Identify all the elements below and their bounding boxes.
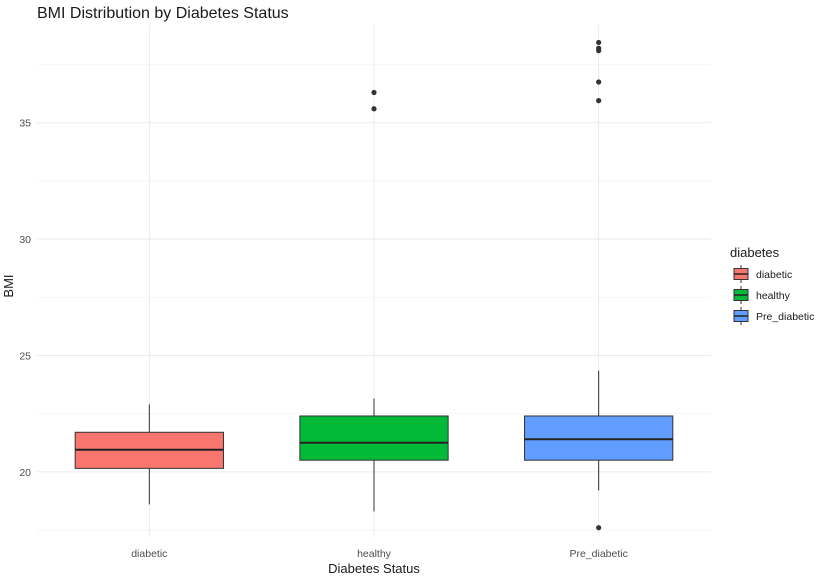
outlier-point [596, 79, 602, 85]
outlier-point [596, 525, 602, 531]
legend-label: Pre_diabetic [756, 311, 814, 323]
legend-label: healthy [756, 290, 791, 302]
x-tick-label: Pre_diabetic [569, 548, 627, 560]
box-diabetic [74, 404, 224, 505]
y-tick-label: 25 [19, 350, 31, 362]
x-tick-label: diabetic [131, 548, 167, 560]
x-tick-label: healthy [357, 548, 392, 560]
outlier-point [371, 106, 377, 112]
box-healthy [299, 89, 449, 512]
legend-label: diabetic [756, 269, 792, 281]
y-tick-label: 35 [19, 118, 31, 130]
x-axis-title: Diabetes Status [328, 561, 420, 576]
y-axis-title: BMI [1, 274, 16, 297]
outlier-point [596, 98, 602, 104]
box-iqr [524, 415, 674, 461]
legend-key [733, 307, 749, 325]
legend-key [733, 265, 749, 283]
x-tick-labels: diabetic healthy Pre_diabetic [131, 548, 628, 560]
y-tick-label: 30 [19, 234, 31, 246]
outlier-point [596, 48, 602, 54]
chart-title: BMI Distribution by Diabetes Status [37, 5, 289, 22]
outlier-point [371, 89, 377, 96]
box-iqr [299, 415, 449, 461]
legend: diabetes diabetic healthy Pre_diabetic [730, 245, 814, 325]
legend-title: diabetes [730, 245, 780, 260]
boxes [74, 39, 674, 531]
y-tick-labels: 20 25 30 35 [19, 118, 31, 479]
outlier-point [596, 39, 602, 46]
y-tick-label: 20 [19, 467, 31, 479]
legend-key [733, 286, 749, 304]
box-pre-diabetic [524, 39, 674, 531]
